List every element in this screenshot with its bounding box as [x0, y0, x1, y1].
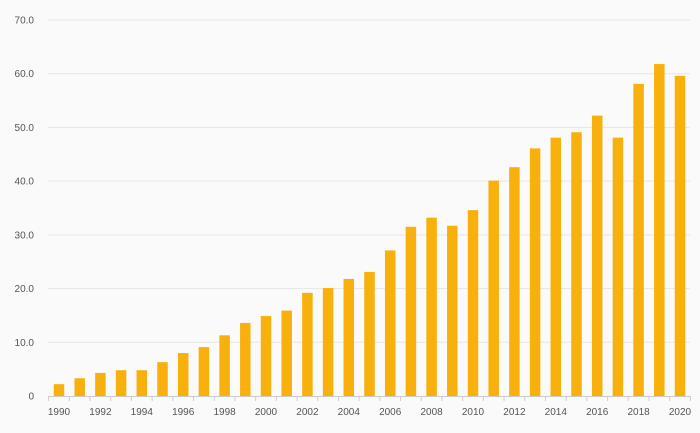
x-tick-label: 1990 — [48, 407, 71, 418]
bar-2020 — [674, 75, 686, 397]
y-axis-tick-labels: 0 10.0 20.0 30.0 40.0 50.0 60.0 70.0 — [15, 16, 35, 403]
bar-2009 — [447, 225, 458, 396]
bar-1996 — [177, 353, 189, 396]
bar-2018 — [633, 83, 644, 397]
x-tick-label: 2014 — [545, 407, 568, 418]
x-tick-label: 2006 — [379, 407, 402, 418]
bar-1990 — [53, 384, 65, 396]
bar-2002 — [302, 292, 313, 396]
x-tick-label: 1996 — [172, 407, 195, 418]
bar-2012 — [509, 167, 520, 396]
y-tick-label: 40.0 — [15, 177, 35, 188]
bar-1999 — [240, 322, 251, 396]
bar-1994 — [136, 370, 148, 396]
bar-2013 — [529, 148, 541, 396]
x-tick-label: 2004 — [338, 407, 361, 418]
y-tick-label: 20.0 — [15, 284, 35, 295]
bar-2005 — [364, 271, 375, 396]
y-tick-label: 30.0 — [15, 230, 35, 241]
bar-2007 — [405, 226, 417, 396]
x-tick-label: 2002 — [296, 407, 319, 418]
x-tick-label: 2008 — [420, 407, 443, 418]
bar-2003 — [322, 288, 334, 396]
bar-1997 — [198, 347, 210, 396]
x-axis: 1990 1992 1994 1996 1998 2000 2002 2004 2006 2008… — [48, 396, 692, 418]
bar-1995 — [157, 362, 168, 396]
x-tick-label: 2020 — [669, 407, 692, 418]
bar-2006 — [384, 250, 396, 396]
bar-2010 — [467, 210, 479, 396]
x-tick-label: 2010 — [462, 407, 485, 418]
bar-2019 — [654, 64, 665, 397]
x-tick-label: 1998 — [213, 407, 236, 418]
y-tick-label: 0 — [28, 392, 34, 403]
x-tick-label: 1992 — [89, 407, 112, 418]
bar-1991 — [74, 378, 85, 396]
y-tick-label: 70.0 — [15, 16, 35, 27]
bar-series — [53, 64, 686, 397]
x-tick-label: 2018 — [627, 407, 650, 418]
bar-2004 — [343, 278, 355, 396]
bar-2014 — [550, 137, 562, 396]
bar-2011 — [488, 180, 499, 396]
x-tick-label: 1994 — [131, 407, 154, 418]
bar-1992 — [95, 372, 106, 396]
bar-2016 — [591, 115, 603, 397]
x-tick-label: 2000 — [255, 407, 278, 418]
bar-2015 — [571, 132, 582, 396]
bar-2000 — [260, 315, 272, 396]
x-tick-label: 2016 — [586, 407, 609, 418]
bar-2017 — [612, 137, 624, 396]
x-tick-label: 2012 — [503, 407, 526, 418]
bar-1998 — [219, 335, 230, 396]
y-tick-label: 60.0 — [15, 69, 35, 80]
bar-2008 — [426, 217, 437, 396]
bar-1993 — [115, 370, 127, 396]
y-tick-label: 10.0 — [15, 338, 35, 349]
grid-lines — [48, 19, 690, 343]
bar-2001 — [281, 310, 292, 396]
y-tick-label: 50.0 — [15, 123, 35, 134]
